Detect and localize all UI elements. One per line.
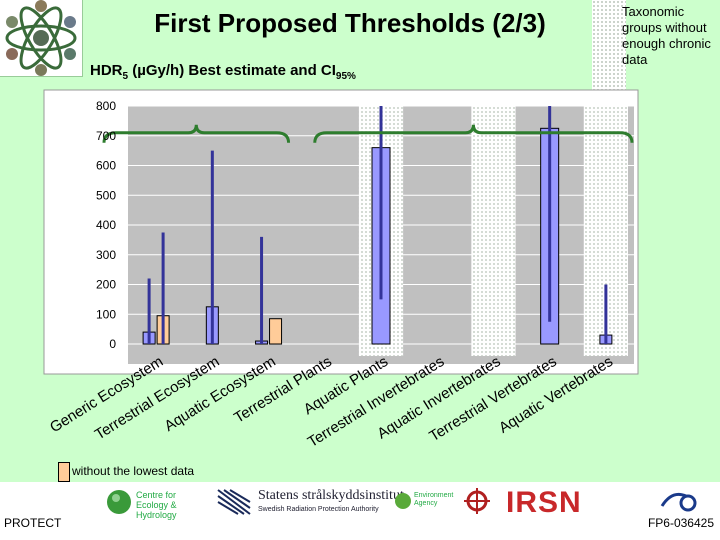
y-tick-label: 200 [96, 278, 116, 292]
ceh-globe-icon [107, 490, 131, 514]
fp6-logo-icon [660, 492, 697, 512]
grant-number: FP6-036425 [647, 516, 714, 530]
y-tick-label: 600 [96, 159, 116, 173]
legend-swatch-without-lowest [58, 462, 70, 482]
chart-subtitle: HDR5 (µGy/h) Best estimate and CI95% [90, 62, 356, 82]
irsn-logo: IRSN [506, 486, 582, 519]
legend-label: without the lowest data [72, 464, 195, 478]
ecosystem-group-brace [102, 124, 291, 143]
subtitle-hdr: HDR [90, 62, 123, 79]
y-tick-label: 700 [96, 129, 116, 143]
y-tick-label: 100 [96, 307, 116, 321]
subtitle-rest: (µGy/h) Best estimate and CI [128, 62, 336, 79]
y-tick-label: 800 [96, 99, 116, 113]
taxonomic-group-brace [313, 124, 634, 143]
radiation-wheel-icon [464, 488, 490, 514]
y-tick-label: 500 [96, 188, 116, 202]
slide-title: First Proposed Thresholds (2/3) [154, 8, 546, 38]
ssi-logo-subtext: Swedish Radiation Protection Authority [258, 506, 379, 513]
subtitle-ci-sub: 95% [335, 71, 356, 82]
no-chronic-data-pattern-key [592, 0, 626, 100]
footer-project: PROTECT [4, 516, 62, 530]
ssi-logo: Statens strålskyddsinstitut Swedish Radi… [216, 488, 404, 518]
subtitle-hdr-sub: 5 [122, 71, 129, 82]
ssi-logo-text: Statens strålskyddsinstitut [258, 488, 404, 503]
ceh-logo: Centre for Ecology & Hydrology [106, 488, 206, 520]
y-tick-label: 300 [96, 248, 116, 262]
footer-bar: PROTECT Centre for Ecology & Hydrology S… [0, 482, 720, 540]
ea-logo-text: Environment Agency [414, 492, 454, 507]
ceh-logo-text: Centre for Ecology & Hydrology [136, 490, 177, 520]
ea-leaf-icon [395, 493, 411, 509]
y-tick-label: 0 [109, 337, 116, 351]
environment-agency-logo: Environment Agency [394, 488, 458, 518]
project-logo [0, 0, 83, 77]
no-chronic-data-column [471, 106, 516, 356]
no-chronic-data-note: Taxonomic groups without enough chronic … [622, 4, 711, 67]
ssi-grid-icon [217, 489, 251, 515]
y-tick-label: 400 [96, 218, 116, 232]
atom-icon [5, 0, 77, 76]
bar-without-lowest [269, 318, 283, 345]
